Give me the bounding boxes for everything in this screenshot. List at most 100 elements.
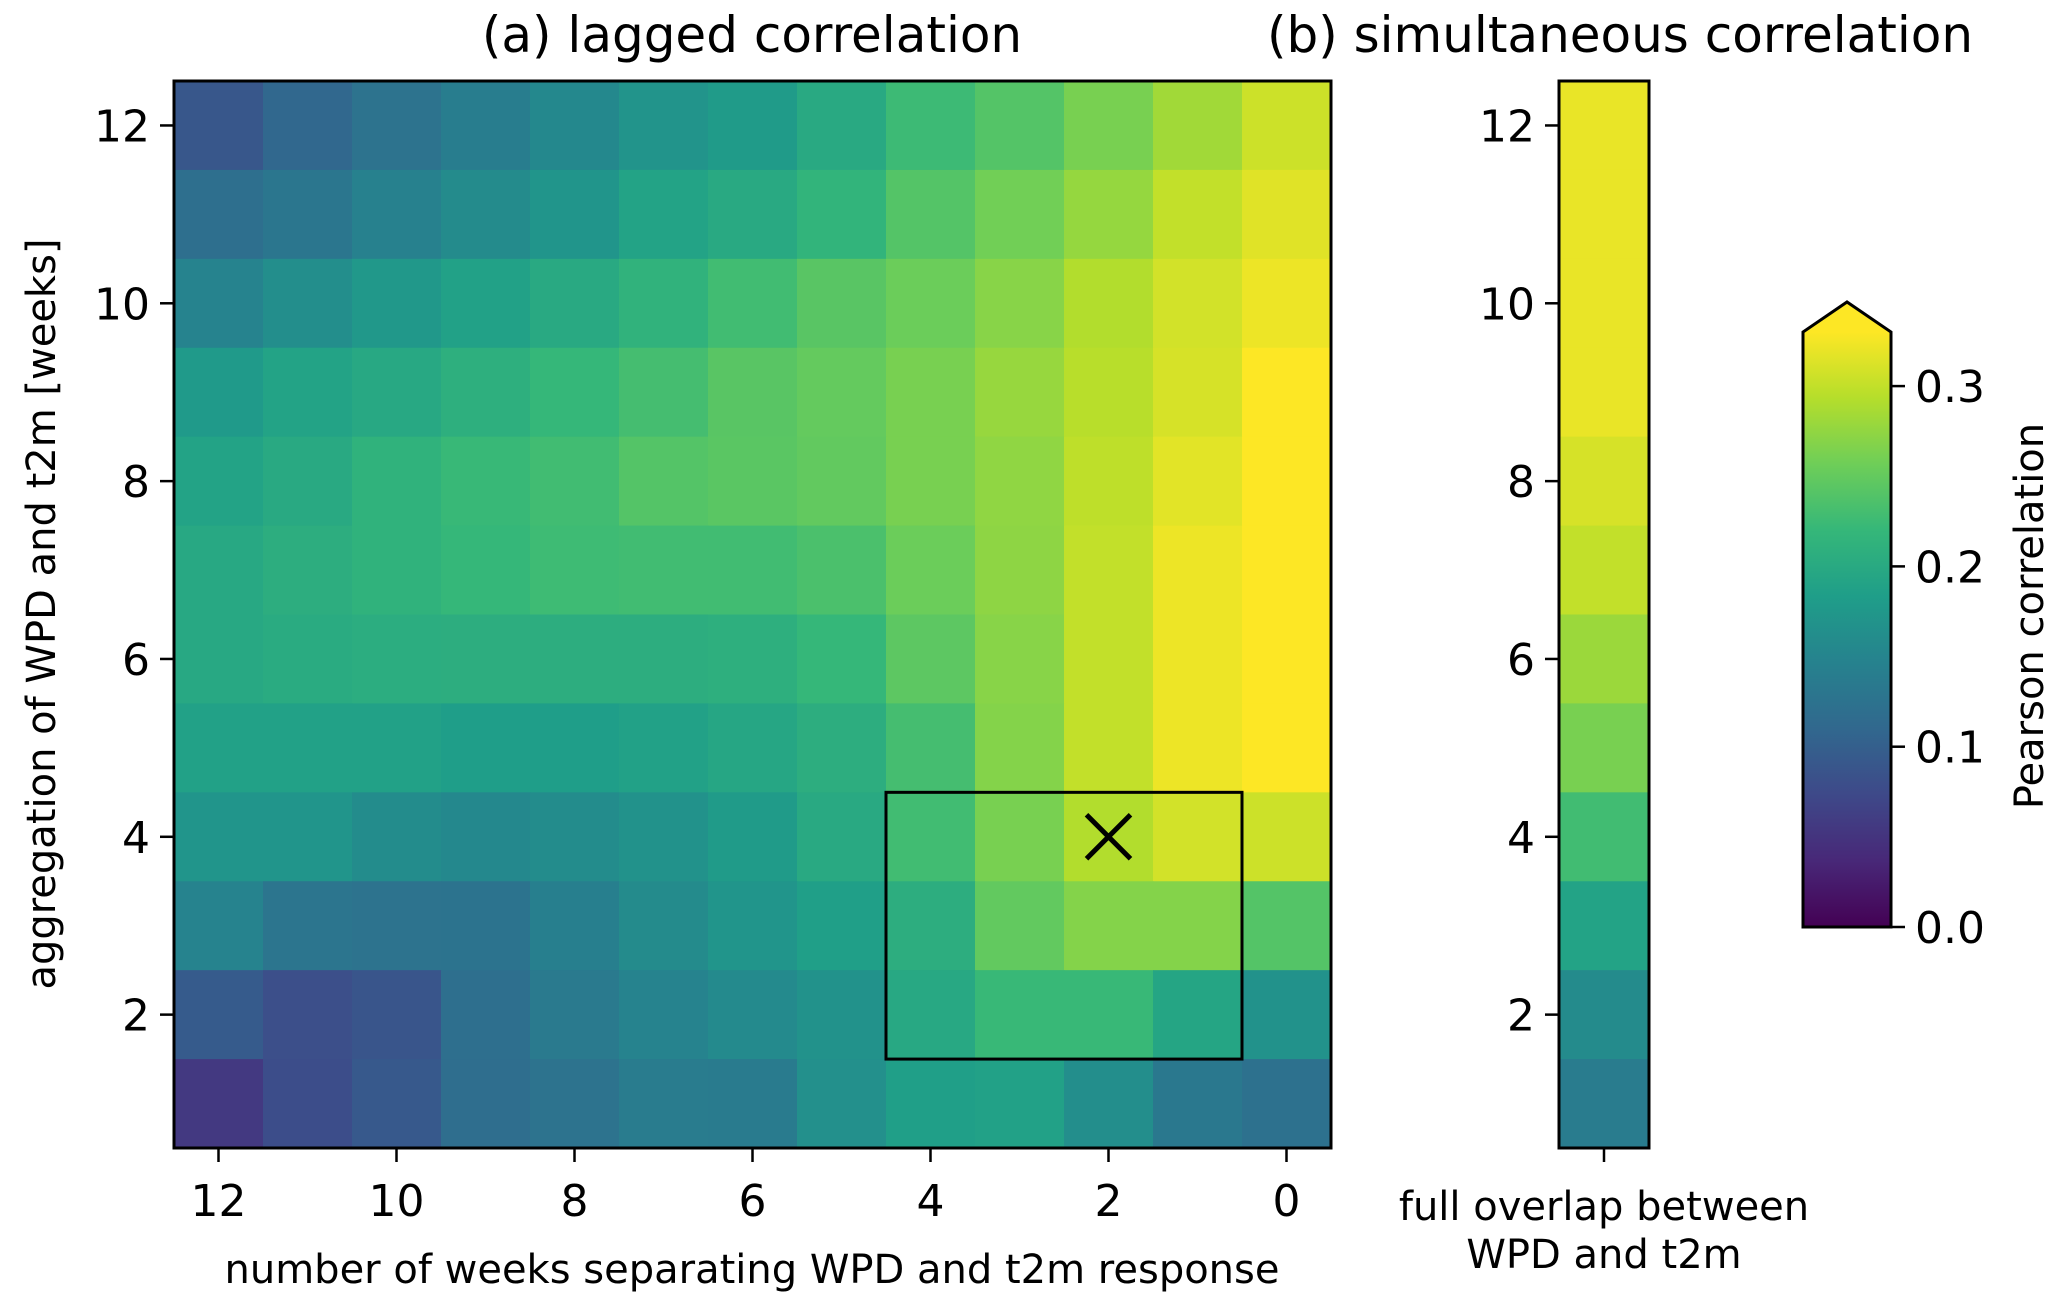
heatmap-cell	[708, 169, 798, 260]
heatmap-cell	[263, 258, 353, 349]
heatmap-cell	[1242, 1059, 1332, 1149]
heatmap-cell	[1064, 614, 1154, 705]
heatmap-cell	[1153, 169, 1243, 260]
heatmap-cell	[619, 81, 709, 171]
colorbar-tick-label: 0.0	[1915, 903, 1985, 954]
heatmap-cell	[352, 347, 442, 438]
heatmap-cell	[530, 703, 620, 793]
heatmap-cell	[530, 1059, 620, 1149]
colorbar-extend-max-arrow	[1803, 302, 1891, 333]
heatmap-cell	[975, 81, 1065, 171]
heatmap-cell	[1064, 525, 1154, 616]
heatmap-cell	[886, 347, 976, 438]
heatmap-cell	[708, 525, 798, 616]
heatmap-cell	[797, 258, 887, 349]
colorbar-outline	[1801, 300, 1893, 929]
heatmap-cell	[797, 881, 887, 971]
panel-a-annotations	[884, 790, 1244, 1061]
panel-b-title: (b) simultaneous correlation	[1267, 6, 1973, 64]
heatmap-cell	[1064, 881, 1154, 971]
heatmap-cell	[441, 436, 531, 527]
heatmap-cell	[797, 436, 887, 527]
heatmap-cell	[1153, 703, 1243, 793]
heatmap-cell	[1064, 970, 1154, 1060]
heatmap-cell	[352, 1059, 442, 1149]
heatmap-cell	[975, 792, 1065, 882]
heatmap-cell	[1064, 169, 1154, 260]
heatmap-cell	[708, 970, 798, 1060]
heatmap-cell	[352, 881, 442, 971]
heatmap-cell	[975, 258, 1065, 349]
heatmap-cell	[530, 881, 620, 971]
heatmap-cell	[1242, 436, 1332, 527]
heatmap-cell	[263, 1059, 353, 1149]
heatmap-cell	[174, 436, 264, 527]
heatmap-cell	[441, 1059, 531, 1149]
heatmap-cell	[174, 81, 264, 171]
heatmap-cell	[1064, 703, 1154, 793]
heatmap-cell	[797, 169, 887, 260]
heatmap-cell	[619, 792, 709, 882]
panel-a-lagged-correlation: (a) lagged correlation 12 10 8 6 4 2 0 12 10 8 6 4…	[19, 6, 1333, 1293]
heatmap-cell	[708, 1059, 798, 1149]
heatmap-cell	[619, 703, 709, 793]
y-tick-label: 4	[122, 813, 150, 864]
heatmap-cell	[1064, 347, 1154, 438]
heatmap-cell	[886, 703, 976, 793]
heatmap-cell	[1242, 703, 1332, 793]
x-marker	[1084, 813, 1133, 861]
heatmap-cell	[1064, 81, 1154, 171]
heatmap-cell	[441, 81, 531, 171]
heatmap-cell	[708, 347, 798, 438]
y-tick-label: 12	[94, 101, 150, 152]
y-tick-label: 10	[1479, 279, 1535, 330]
heatmap-cell	[619, 347, 709, 438]
heatmap-cell	[263, 525, 353, 616]
heatmap-cell	[174, 614, 264, 705]
heatmap-cell	[441, 347, 531, 438]
x-tick-label: 10	[369, 1176, 425, 1227]
heatmap-cell	[530, 525, 620, 616]
heatmap-cell	[1153, 436, 1243, 527]
heatmap-cell	[441, 614, 531, 705]
heatmap-cell	[1153, 1059, 1243, 1149]
heatmap-cell	[1559, 169, 1649, 260]
heatmap-cell	[263, 614, 353, 705]
y-tick-label: 8	[122, 457, 150, 508]
heatmap-cell	[797, 525, 887, 616]
heatmap-cell	[1242, 81, 1332, 171]
heatmap-cell	[1242, 881, 1332, 971]
panel-a-x-ticks: 12 10 8 6 4 2 0	[191, 1148, 1301, 1227]
heatmap-cell	[708, 436, 798, 527]
y-tick-label: 6	[122, 635, 150, 686]
heatmap-cell	[1242, 525, 1332, 616]
heatmap-cell	[352, 792, 442, 882]
heatmap-cell	[975, 436, 1065, 527]
heatmap-cell	[352, 614, 442, 705]
x-marker-stroke	[1084, 813, 1133, 861]
heatmap-cell	[530, 169, 620, 260]
x-tick-label: 6	[739, 1176, 767, 1227]
heatmap-cell	[975, 1059, 1065, 1149]
heatmap-cell	[441, 525, 531, 616]
heatmap-cell	[797, 792, 887, 882]
y-tick-label: 4	[1507, 813, 1535, 864]
heatmap-cell	[441, 970, 531, 1060]
highlight-rectangle	[884, 790, 1244, 1061]
heatmap-cell	[1559, 436, 1649, 527]
heatmap-cell	[174, 1059, 264, 1149]
heatmap-cell	[886, 436, 976, 527]
y-tick-label: 2	[1507, 991, 1535, 1042]
heatmap-cell	[619, 881, 709, 971]
heatmap-cell	[1559, 970, 1649, 1060]
heatmap-cell	[530, 81, 620, 171]
heatmap-cell	[1559, 792, 1649, 882]
heatmap-cell	[708, 81, 798, 171]
heatmap-cell	[263, 436, 353, 527]
heatmap-cell	[263, 169, 353, 260]
heatmap-cell	[708, 614, 798, 705]
heatmap-cell	[263, 792, 353, 882]
heatmap-cell	[1153, 792, 1243, 882]
heatmap-cell	[352, 525, 442, 616]
